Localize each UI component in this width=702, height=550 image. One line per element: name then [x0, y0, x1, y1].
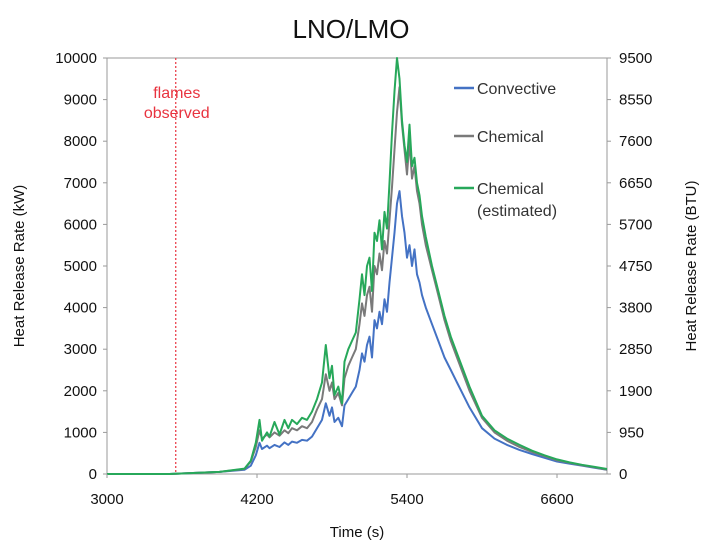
y-left-tick-label: 1000: [64, 424, 97, 441]
y-axis-right-ticks: 0 950 1900 2850 3800 4750 5700 6650 7600 8550 9500: [607, 50, 652, 483]
y-axis-left-label: Heat Release Rate (kW): [11, 185, 28, 348]
y-right-tick-label: 950: [619, 424, 644, 441]
y-right-tick-label: 0: [619, 466, 627, 483]
chart-title: LNO/LMO: [292, 14, 409, 44]
y-left-tick-label: 10000: [55, 50, 97, 67]
series-line-0: [107, 191, 607, 474]
annotation-text: flames: [153, 85, 200, 102]
y-right-tick-label: 4750: [619, 258, 652, 275]
x-tick-label: 3000: [90, 491, 123, 508]
y-right-tick-label: 6650: [619, 175, 652, 192]
x-tick-label: 5400: [390, 491, 423, 508]
y-left-tick-label: 7000: [64, 175, 97, 192]
y-right-tick-label: 8550: [619, 92, 652, 109]
annotation-text: observed: [144, 105, 210, 122]
legend: Convective Chemical Chemical (estimated): [454, 81, 557, 220]
y-axis-right-label: Heat Release Rate (BTU): [683, 181, 700, 352]
annotation-layer: flames observed: [144, 58, 210, 474]
y-left-tick-label: 4000: [64, 300, 97, 317]
y-right-tick-label: 1900: [619, 383, 652, 400]
y-left-tick-label: 3000: [64, 341, 97, 358]
y-right-tick-label: 3800: [619, 300, 652, 317]
legend-label: Chemical: [477, 181, 544, 198]
y-left-tick-label: 0: [89, 466, 97, 483]
x-axis-ticks: 3000 4200 5400 6600: [90, 474, 573, 508]
y-right-tick-label: 7600: [619, 133, 652, 150]
y-right-tick-label: 9500: [619, 50, 652, 67]
y-left-tick-label: 6000: [64, 216, 97, 233]
legend-label: Convective: [477, 81, 556, 98]
x-axis-label: Time (s): [330, 524, 384, 541]
y-right-tick-label: 2850: [619, 341, 652, 358]
legend-label: (estimated): [477, 203, 557, 220]
y-left-tick-label: 5000: [64, 258, 97, 275]
x-tick-label: 6600: [540, 491, 573, 508]
x-tick-label: 4200: [240, 491, 273, 508]
legend-label: Chemical: [477, 129, 544, 146]
y-left-tick-label: 8000: [64, 133, 97, 150]
y-axis-left-ticks: 0 1000 2000 3000 4000 5000 6000 7000 8000 9000 100…: [55, 50, 107, 483]
y-right-tick-label: 5700: [619, 216, 652, 233]
y-left-tick-label: 2000: [64, 383, 97, 400]
y-left-tick-label: 9000: [64, 92, 97, 109]
